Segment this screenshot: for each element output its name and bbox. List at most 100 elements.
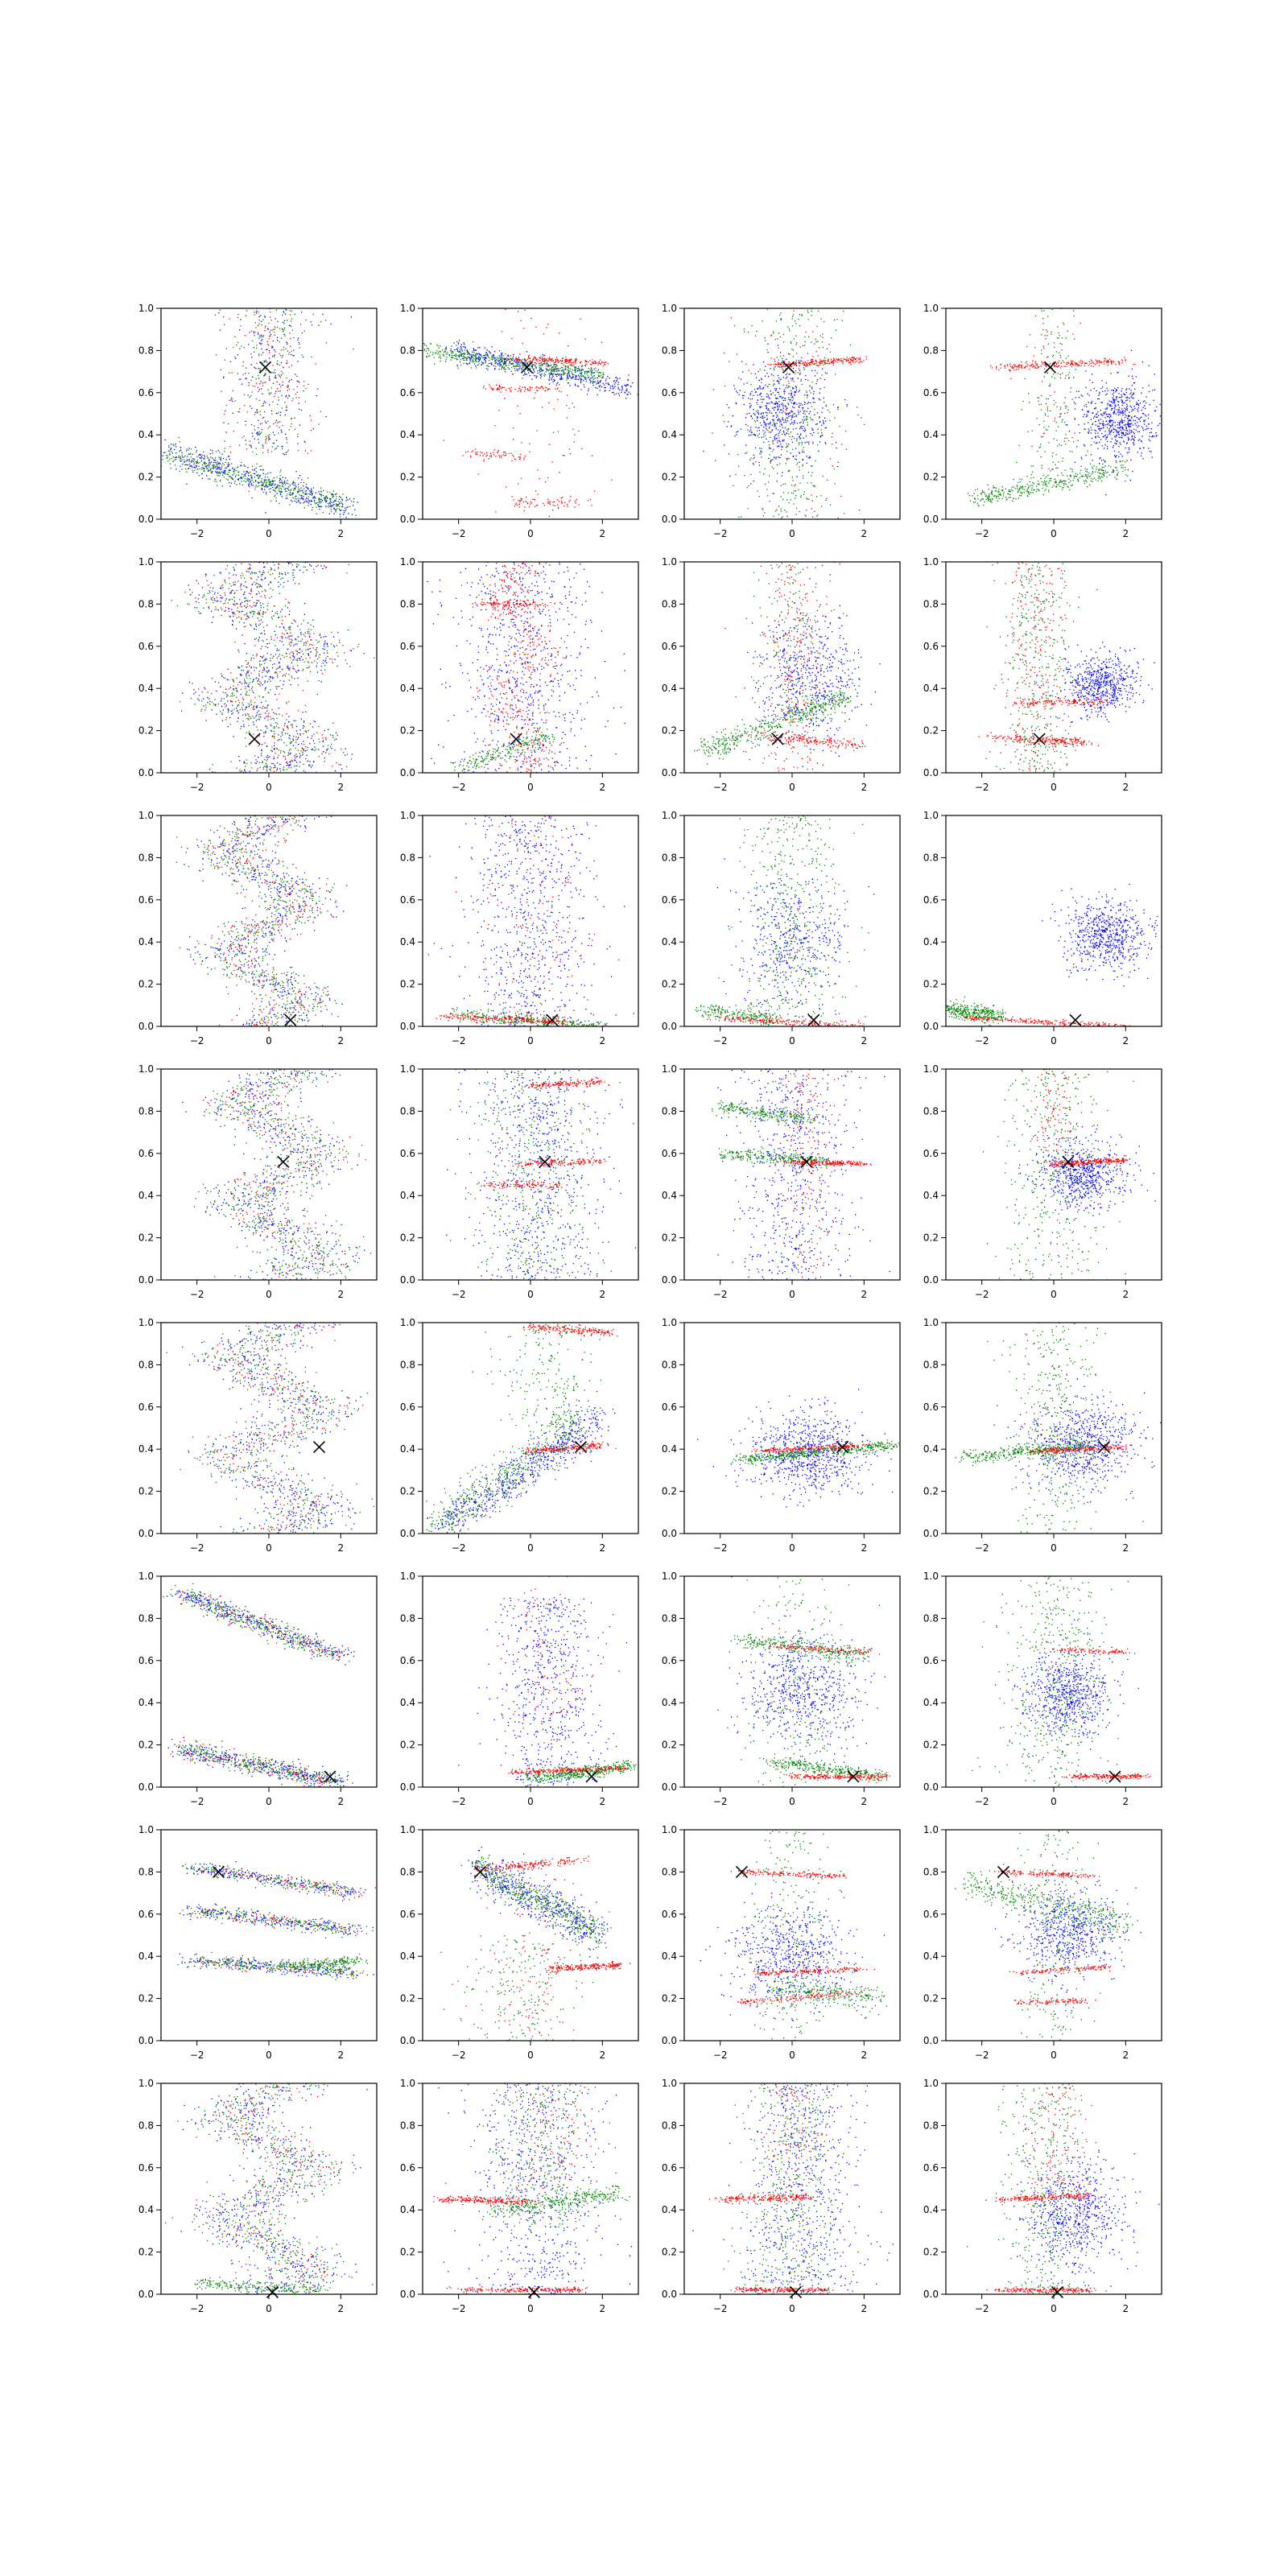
- point: [246, 479, 248, 481]
- point: [303, 381, 305, 382]
- point: [335, 500, 336, 502]
- point: [1085, 386, 1087, 389]
- point: [454, 354, 456, 356]
- point: [199, 453, 200, 456]
- point: [258, 481, 260, 484]
- point: [1107, 440, 1108, 443]
- point: [521, 499, 522, 501]
- point: [227, 464, 229, 467]
- point: [277, 422, 279, 423]
- point: [775, 412, 777, 414]
- point: [1133, 431, 1134, 433]
- point: [816, 325, 818, 328]
- point: [1128, 375, 1129, 377]
- point: [773, 332, 774, 334]
- point: [524, 390, 526, 392]
- point: [285, 308, 287, 310]
- point: [225, 459, 227, 460]
- point: [323, 489, 324, 491]
- point: [764, 512, 766, 514]
- point: [777, 380, 778, 382]
- point: [800, 433, 802, 435]
- point: [786, 433, 787, 435]
- point: [213, 465, 215, 467]
- point: [1134, 419, 1137, 422]
- point: [807, 310, 808, 312]
- point: [1121, 422, 1122, 423]
- point: [222, 316, 225, 318]
- point: [849, 361, 851, 362]
- point: [493, 449, 496, 451]
- point: [258, 399, 261, 401]
- point: [532, 358, 534, 360]
- point: [544, 362, 546, 364]
- point: [330, 511, 332, 513]
- point: [1118, 424, 1121, 426]
- point: [552, 370, 554, 372]
- point: [592, 372, 593, 374]
- point: [518, 506, 520, 508]
- point: [282, 448, 283, 449]
- point: [208, 464, 210, 466]
- point: [1139, 448, 1141, 449]
- point: [789, 364, 791, 365]
- point: [248, 385, 250, 386]
- point: [336, 508, 338, 510]
- point: [250, 444, 251, 446]
- point: [497, 359, 499, 361]
- point: [1082, 395, 1084, 397]
- point: [482, 363, 484, 365]
- point: [773, 468, 774, 469]
- point: [1133, 382, 1135, 384]
- point: [520, 360, 522, 361]
- point: [518, 459, 521, 460]
- scatter-points: [967, 308, 1168, 507]
- point: [498, 455, 500, 456]
- point: [436, 350, 438, 352]
- point: [485, 361, 486, 364]
- point: [196, 465, 198, 467]
- point: [783, 422, 785, 423]
- point: [805, 362, 807, 365]
- point: [350, 501, 353, 502]
- point: [298, 499, 299, 501]
- point: [574, 500, 576, 502]
- point: [222, 472, 225, 473]
- point: [591, 369, 592, 371]
- point: [284, 313, 287, 315]
- point: [791, 441, 793, 444]
- point: [1167, 414, 1168, 415]
- point: [811, 516, 814, 518]
- point: [829, 419, 831, 421]
- point: [840, 495, 842, 497]
- point: [542, 386, 543, 388]
- point: [519, 412, 521, 415]
- point: [181, 452, 183, 453]
- point: [551, 461, 553, 463]
- point: [1137, 407, 1140, 409]
- point: [425, 345, 427, 347]
- point: [577, 368, 580, 369]
- point: [503, 368, 505, 369]
- point: [791, 380, 793, 382]
- point: [598, 375, 601, 377]
- point: [572, 374, 573, 376]
- point: [1097, 472, 1099, 473]
- point: [251, 477, 253, 479]
- point: [1109, 431, 1112, 433]
- point: [268, 481, 270, 483]
- point: [564, 366, 566, 368]
- point: [299, 502, 301, 504]
- point: [259, 465, 261, 468]
- point: [524, 371, 526, 373]
- point: [1127, 436, 1129, 438]
- point: [763, 473, 765, 475]
- point: [503, 357, 505, 359]
- point: [232, 474, 233, 476]
- point: [779, 336, 781, 338]
- point: [1080, 456, 1082, 458]
- point: [790, 398, 791, 401]
- point: [1110, 415, 1112, 418]
- point: [501, 354, 502, 356]
- point: [264, 330, 266, 332]
